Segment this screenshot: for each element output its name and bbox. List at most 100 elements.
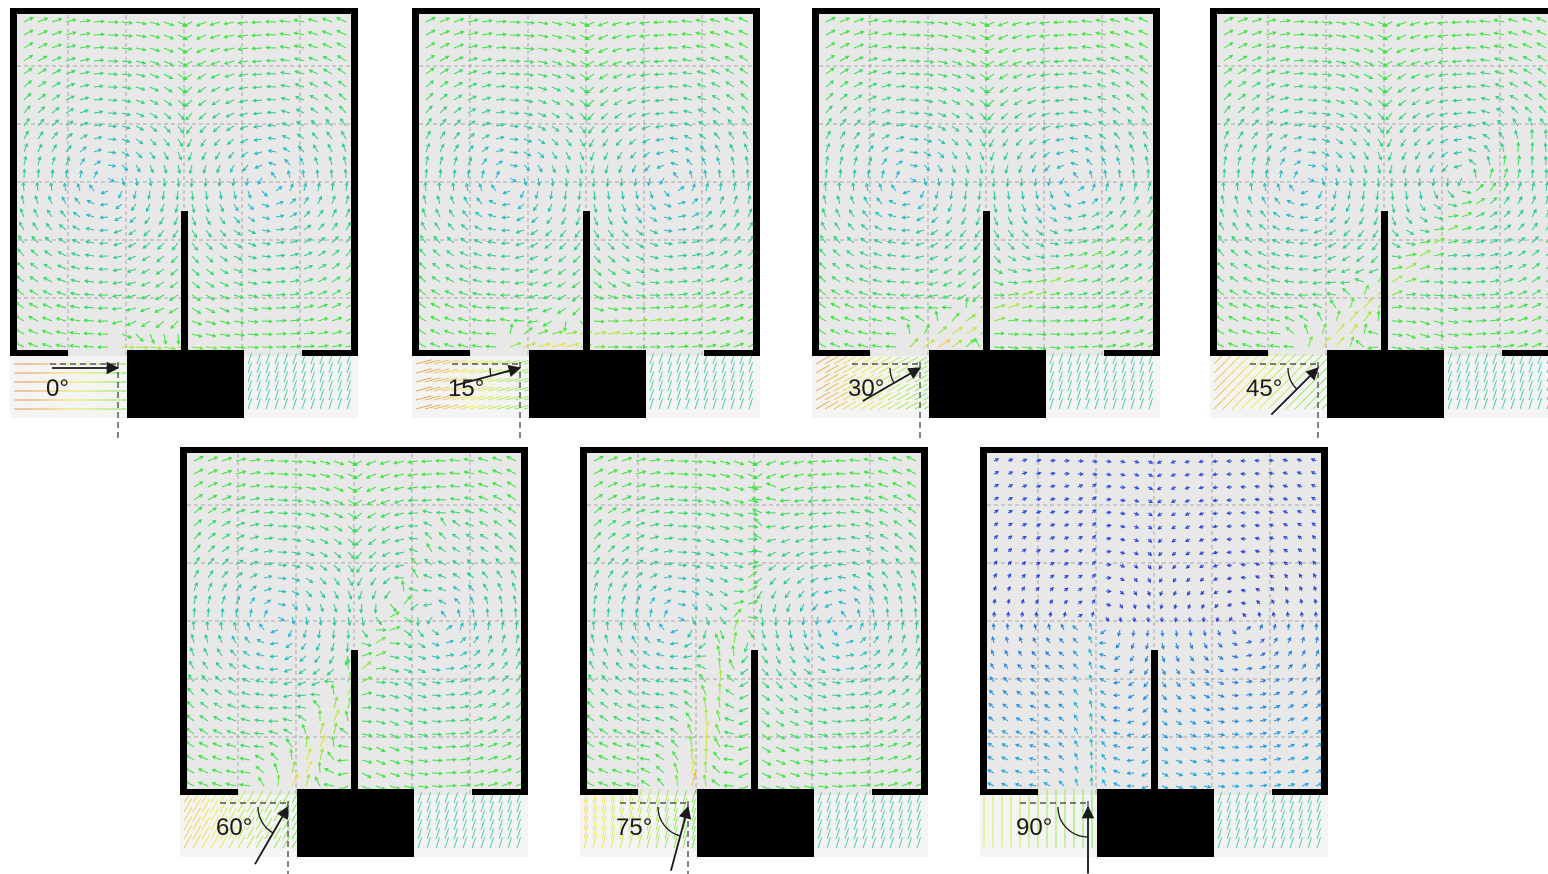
vector-arrow [739,42,749,49]
vector-arrow [640,34,651,37]
vector-arrow [149,138,157,146]
vector-arrow [171,255,179,263]
vector-arrow [523,112,533,116]
vector-arrow [718,170,721,179]
vector-arrow [551,34,562,39]
vector-arrow [486,319,497,322]
vector-arrow [439,169,442,179]
vector-arrow [51,132,58,140]
vector-arrow [230,164,235,173]
vector-arrow [853,144,859,153]
vector-arrow [121,34,132,37]
vector-arrow [424,386,441,392]
vector-arrow [425,42,435,49]
vector-arrow [261,281,272,284]
vector-arrow [319,362,324,374]
vector-arrow [37,43,48,49]
vector-arrow [219,281,229,287]
vector-arrow [551,343,565,348]
vector-arrow [317,223,325,231]
vector-arrow [1016,138,1023,146]
vector-arrow [733,290,744,296]
vector-arrow [986,86,995,94]
vector-arrow [1110,31,1121,36]
vector-arrow [23,118,30,127]
vector-arrow [523,86,533,90]
vector-arrow [191,229,197,238]
vector-arrow [649,332,661,335]
vector-arrow [502,203,511,206]
vector-arrow [537,60,548,64]
vector-arrow [267,111,277,114]
vector-arrow [579,112,587,120]
vector-arrow [676,389,681,401]
vector-arrow [23,130,29,140]
vector-arrow [311,120,319,127]
vector-arrow [676,353,681,365]
vector-arrow [442,395,459,401]
vector-arrow [310,95,319,101]
vector-arrow [989,138,995,147]
vector-arrow [951,47,962,52]
vector-arrow [825,118,832,127]
vector-arrow [1098,121,1107,127]
vector-arrow [733,342,744,348]
vector-arrow [275,267,285,270]
vector-arrow [579,151,584,161]
vector-arrow [481,158,487,166]
vector-arrow [986,99,995,107]
vector-arrow [523,151,532,157]
vector-arrow [227,138,235,145]
vector-arrow [579,138,585,147]
vector-arrow [965,125,973,133]
vector-arrow [1027,86,1037,91]
vector-arrow [113,268,123,272]
vector-arrow [1097,83,1107,88]
vector-arrow [649,229,658,234]
vector-arrow [448,223,455,231]
vector-arrow [326,131,333,140]
vector-arrow [607,331,621,335]
vector-arrow [70,331,81,335]
vector-arrow [523,342,536,348]
vector-arrow [205,268,214,275]
vector-arrow [42,303,53,309]
vector-arrow [473,279,483,283]
vector-arrow [303,332,314,335]
vector-arrow [663,268,673,271]
vector-arrow [979,138,985,147]
vector-arrow [20,208,25,218]
vector-arrow [1057,164,1065,169]
vector-arrow [649,380,654,392]
vector-arrow [100,203,109,206]
vector-arrow [113,242,123,246]
vector-arrow [289,305,300,309]
vector-arrow [339,105,347,114]
vector-arrow [439,118,447,127]
vector-arrow [598,34,609,40]
vector-arrow [626,60,637,65]
vector-arrow [1138,17,1149,23]
vector-arrow [37,17,48,23]
vector-arrow [691,305,703,309]
vector-arrow [881,58,892,62]
vector-arrow [565,47,576,53]
vector-arrow [294,57,305,62]
vector-arrow [261,268,271,271]
vector-arrow [135,99,145,104]
vector-arrow [719,223,727,231]
vector-arrow [677,228,686,231]
vector-arrow [703,389,708,401]
vector-arrow [1014,99,1023,106]
vector-arrow [649,362,654,374]
vector-arrow [199,112,207,120]
vector-arrow [439,156,443,166]
vector-arrow [867,108,876,114]
vector-arrow [655,125,665,128]
vector-arrow [423,195,427,205]
vector-arrow [283,353,288,365]
vector-arrow [283,380,288,392]
vector-arrow [228,151,235,159]
vector-arrow [301,380,306,392]
vector-arrow [177,125,184,134]
